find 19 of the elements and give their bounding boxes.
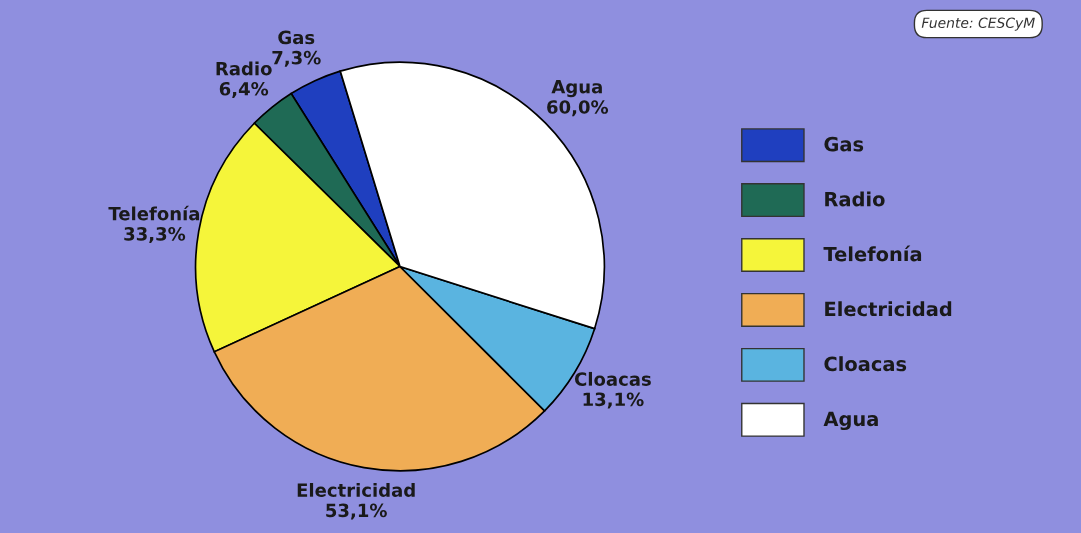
slice-label: Agua (551, 80, 602, 98)
slice-label: Gas (278, 30, 315, 45)
slice-label: Cloacas (574, 371, 651, 386)
legend-label: Agua (823, 411, 878, 431)
slice-label: Electricidad (297, 482, 415, 497)
legend-label: Gas (824, 136, 864, 152)
data-label: 7,3% (272, 50, 321, 67)
data-label: 13,1% (583, 392, 644, 409)
data-label: 60,0% (547, 100, 609, 117)
data-label: 53,1% (326, 503, 387, 520)
legend-label: Radio (825, 191, 885, 207)
slice-label: Radio (216, 61, 272, 76)
legend-label: Cloacas (824, 356, 907, 372)
slice-label: Telefonía (108, 205, 200, 221)
legend-label: Telefonía (823, 245, 922, 262)
legend-label: Electricidad (825, 301, 952, 317)
data-label: 6,4% (219, 81, 269, 98)
source-note: Fuente: CESCyM (921, 17, 1035, 31)
data-label: 33,3% (124, 227, 186, 243)
